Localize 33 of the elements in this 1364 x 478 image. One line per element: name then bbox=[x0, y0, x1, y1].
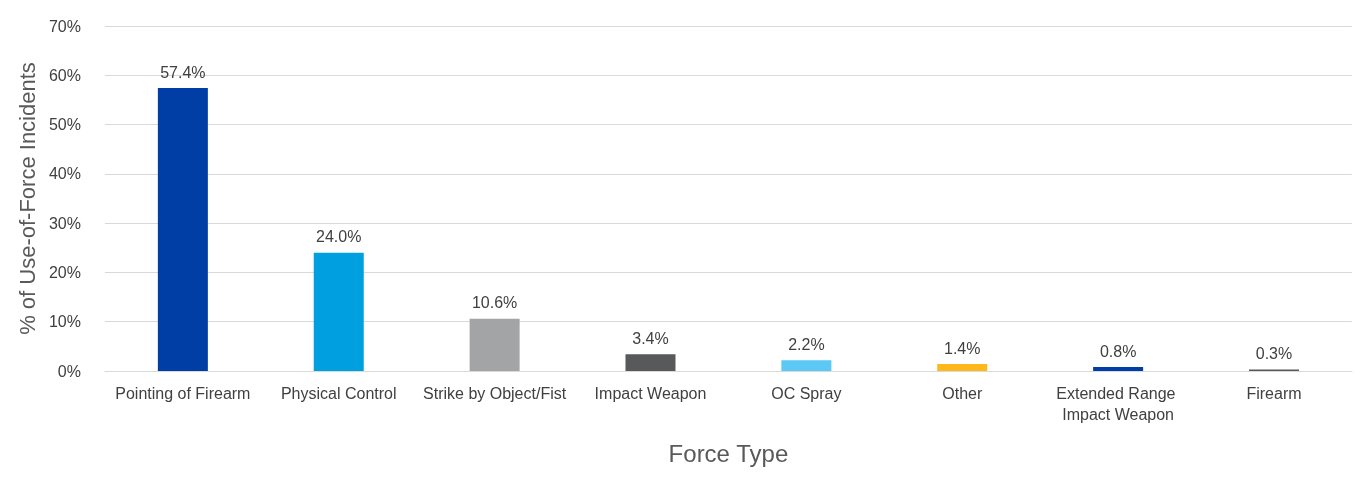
y-tick-label: 70% bbox=[48, 17, 81, 35]
x-tick-label: Strike by Object/Fist bbox=[423, 385, 567, 402]
x-tick-label: Physical Control bbox=[280, 385, 397, 402]
data-label: 57.4% bbox=[160, 63, 206, 81]
y-tick-label: 0% bbox=[57, 362, 81, 380]
bar bbox=[1093, 367, 1144, 371]
y-tick-label: 20% bbox=[48, 263, 81, 281]
data-label: 10.6% bbox=[471, 294, 518, 312]
x-tick-label: Extended Range Impact Weapon bbox=[1056, 385, 1180, 423]
bar bbox=[313, 252, 364, 371]
x-tick-label: OC Spray bbox=[771, 385, 842, 402]
y-tick-label: 50% bbox=[48, 116, 81, 134]
y-tick-label: 60% bbox=[48, 66, 81, 84]
y-tick-label: 10% bbox=[48, 313, 81, 331]
data-label: 3.4% bbox=[632, 329, 669, 347]
data-label: 24.0% bbox=[316, 228, 362, 246]
data-label: 2.2% bbox=[788, 335, 825, 353]
data-label: 0.3% bbox=[1255, 345, 1293, 363]
x-tick-label: Firearm bbox=[1246, 385, 1302, 402]
data-label: 1.4% bbox=[944, 339, 981, 357]
bar bbox=[781, 360, 832, 371]
y-axis-title: % of Use-of-Force Incidents bbox=[14, 62, 40, 335]
x-tick-label: Pointing of Firearm bbox=[115, 385, 251, 402]
bar bbox=[157, 88, 208, 371]
x-tick-label: Other bbox=[942, 385, 983, 402]
bar bbox=[937, 364, 988, 371]
bar bbox=[469, 318, 520, 371]
x-axis-title: Force Type bbox=[668, 439, 789, 467]
y-tick-label: 30% bbox=[48, 214, 81, 232]
x-tick-label: Impact Weapon bbox=[594, 385, 707, 402]
bar bbox=[625, 354, 676, 371]
y-tick-label: 40% bbox=[48, 165, 81, 183]
data-label: 0.8% bbox=[1099, 342, 1137, 360]
